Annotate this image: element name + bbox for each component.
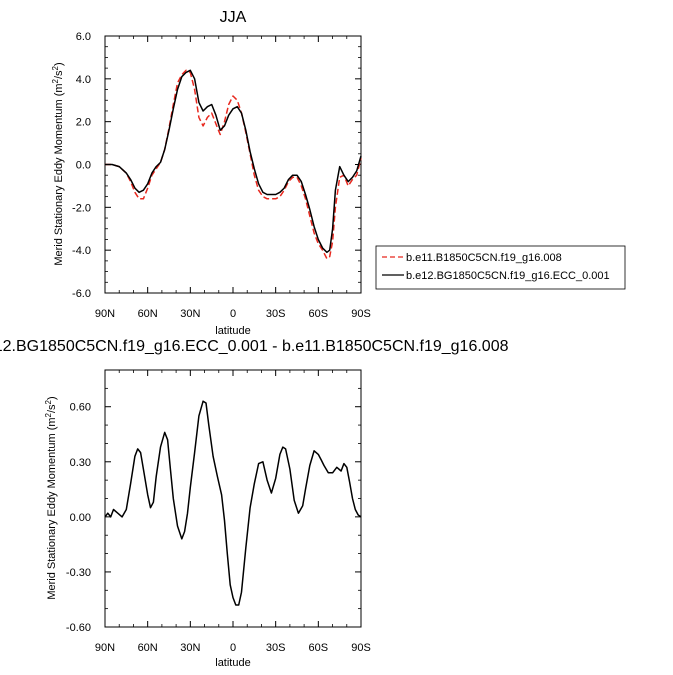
top-y-tick-label: -4.0: [72, 245, 91, 257]
legend-label-series-2: b.e12.BG1850C5CN.f19_g16.ECC_0.001: [406, 270, 610, 282]
top-y-tick-label: 6.0: [76, 31, 91, 43]
top-y-tick-label: 4.0: [76, 74, 91, 86]
top-x-tick-label: 60N: [138, 308, 158, 320]
bottom-y-axis: 0.60 0.30 0.00 -0.30 -0.60: [66, 369, 361, 634]
bottom-series-line-1: [104, 400, 362, 606]
top-plot: 6.0 4.0 2.0 0.0 -2.0 -4.0 -6.0 90N 60N 30N 0 30S 60…: [72, 31, 371, 320]
bottom-x-axis-label: latitude: [215, 657, 250, 669]
bottom-y-tick-label: -0.30: [66, 567, 91, 579]
top-y-tick-label: 2.0: [76, 117, 91, 129]
bottom-y-tick-label: -0.60: [66, 622, 91, 634]
legend: b.e11.B1850C5CN.f19_g16.008 b.e12.BG1850…: [375, 245, 626, 290]
bottom-series-lines: [104, 400, 362, 606]
bottom-x-tick-label: 30N: [180, 642, 200, 654]
legend-box: [375, 245, 626, 290]
top-x-axis: 90N 60N 30N 0 30S 60S 90S: [95, 36, 371, 320]
bottom-x-axis: 90N 60N 30N 0 30S 60S 90S: [95, 370, 371, 654]
legend-label-series-1: b.e11.B1850C5CN.f19_g16.008: [406, 252, 562, 264]
bottom-x-tick-label: 60S: [309, 642, 329, 654]
bottom-x-tick-label: 90N: [95, 642, 115, 654]
bottom-chart-title: b.e12.BG1850C5CN.f19_g16.ECC_0.001 - b.e…: [0, 338, 509, 355]
bottom-y-tick-label: 0.00: [70, 512, 91, 524]
top-x-axis-label: latitude: [215, 325, 250, 337]
bottom-x-tick-label: 30S: [266, 642, 286, 654]
bottom-y-tick-label: 0.60: [70, 402, 91, 414]
bottom-x-tick-label: 60N: [138, 642, 158, 654]
top-y-tick-label: -2.0: [72, 202, 91, 214]
top-y-tick-label: 0.0: [76, 160, 91, 172]
top-x-tick-label: 30S: [266, 308, 286, 320]
bottom-y-axis-label: Merid Stationary Eddy Momentum (m2/s2): [44, 396, 58, 599]
top-x-tick-label: 0: [230, 308, 236, 320]
top-x-tick-label: 60S: [309, 308, 329, 320]
top-y-axis-label: Merid Stationary Eddy Momentum (m2/s2): [51, 62, 65, 265]
top-x-tick-label: 30N: [180, 308, 200, 320]
bottom-plot: 0.600.300.00-0.30-0.60 90N 60N 30N 0 30S 60S 9…: [66, 369, 371, 654]
top-series-line-1: [105, 69, 362, 260]
bottom-x-tick-label: 90S: [351, 642, 371, 654]
top-plot-frame: [104, 35, 362, 294]
top-y-tick-label: -6.0: [72, 288, 91, 300]
bottom-x-tick-label: 0: [230, 642, 236, 654]
bottom-plot-frame: [104, 369, 362, 628]
top-series-line-2: [105, 69, 362, 254]
top-series-lines: [105, 69, 362, 260]
top-x-tick-label: 90N: [95, 308, 115, 320]
bottom-y-tick-label: 0.30: [70, 457, 91, 469]
top-x-tick-label: 90S: [351, 308, 371, 320]
top-chart-title: JJA: [220, 9, 247, 26]
